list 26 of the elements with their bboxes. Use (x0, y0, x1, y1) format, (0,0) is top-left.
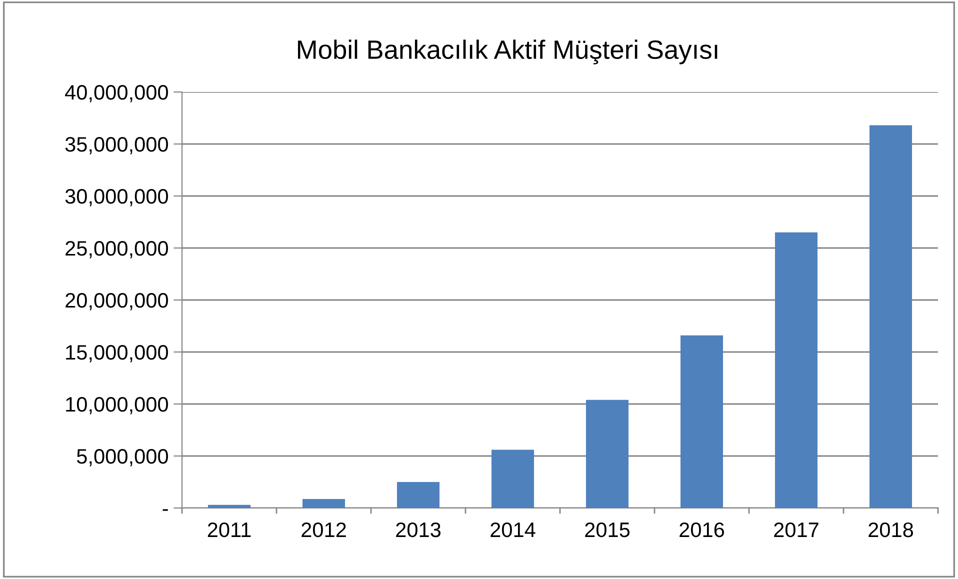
x-tick-label: 2016 (680, 522, 724, 538)
x-tick-label: 2017 (774, 522, 818, 538)
x-tick-label: 2012 (302, 522, 346, 538)
y-tick-label: 10,000,000 (66, 397, 168, 414)
x-tick-label: 2011 (208, 522, 251, 538)
y-tick-label: 30,000,000 (65, 189, 168, 206)
bar (774, 232, 818, 508)
chart-title: Mobil Bankacılık Aktif Müşteri Sayısı (298, 40, 718, 64)
y-tick-label: - (162, 509, 168, 511)
bar (491, 450, 534, 508)
bar (869, 125, 912, 508)
bar (586, 400, 629, 508)
bar (680, 335, 724, 508)
y-tick-label: 35,000,000 (65, 137, 168, 154)
x-tick-label: 2018 (868, 522, 914, 538)
bar (302, 498, 346, 508)
y-tick-label: 40,000,000 (65, 85, 168, 102)
bar (208, 504, 251, 508)
x-tick-label: 2014 (490, 522, 536, 538)
y-tick-label: 20,000,000 (66, 293, 168, 310)
bar (396, 482, 440, 508)
y-tick-label: 15,000,000 (66, 345, 168, 362)
y-tick-label: 25,000,000 (66, 241, 168, 258)
y-tick-label: 5,000,000 (76, 449, 168, 466)
x-tick-label: 2015 (585, 522, 630, 538)
x-tick-label: 2013 (396, 522, 441, 538)
